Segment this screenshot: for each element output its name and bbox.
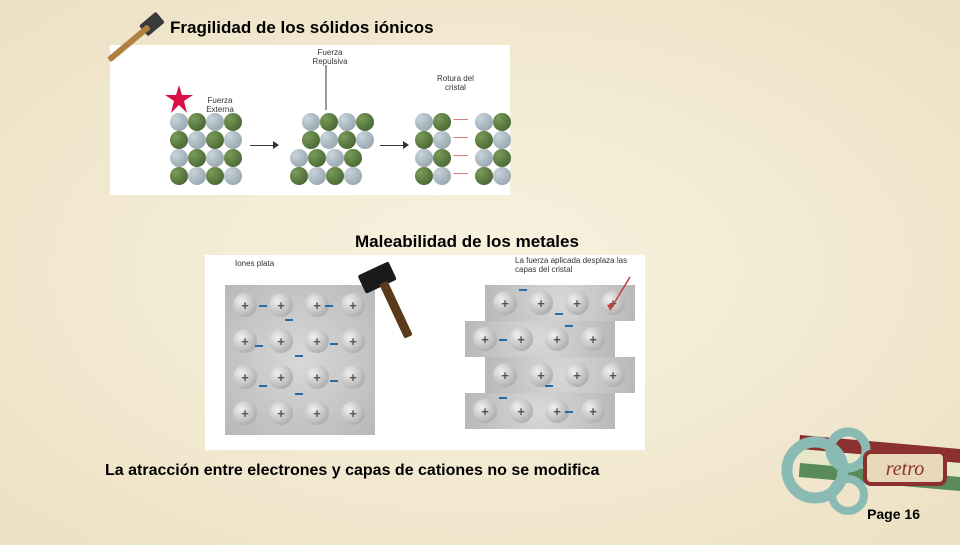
caption: La atracción entre electrones y capas de… — [105, 462, 599, 480]
arrow-icon — [380, 145, 405, 146]
label-ions: Iones plata — [235, 260, 274, 269]
ionic-fragility-diagram: Fuerza Externa Fuerza Repulsiva Rotura d… — [110, 45, 510, 195]
arrow-head-icon — [403, 141, 409, 149]
arrow-icon — [250, 145, 275, 146]
retro-decoration-icon: retro — [760, 400, 960, 540]
label-break: Rotura del cristal — [428, 75, 483, 93]
section2-title: Maleabilidad de los metales — [355, 232, 579, 252]
label-repulsive: Fuerza Repulsiva — [305, 49, 355, 67]
slide: Fragilidad de los sólidos iónicos Fuerza… — [0, 0, 960, 540]
arrow-head-icon — [273, 141, 279, 149]
label-external-force: Fuerza Externa — [200, 97, 240, 115]
pointer-line-icon — [325, 65, 327, 110]
hammer-icon — [92, 0, 189, 89]
label-applied-force: La fuerza aplicada desplaza las capas de… — [515, 257, 635, 275]
impact-icon — [165, 85, 193, 113]
pointer-arrow-icon — [605, 275, 635, 315]
section1-title: Fragilidad de los sólidos iónicos — [170, 18, 434, 38]
metal-malleability-diagram: Iones plata La fuerza aplicada desplaza … — [205, 255, 645, 450]
metal-block-1: ++++ ++++ ++++ ++++ — [225, 285, 375, 435]
retro-text: retro — [886, 458, 925, 480]
